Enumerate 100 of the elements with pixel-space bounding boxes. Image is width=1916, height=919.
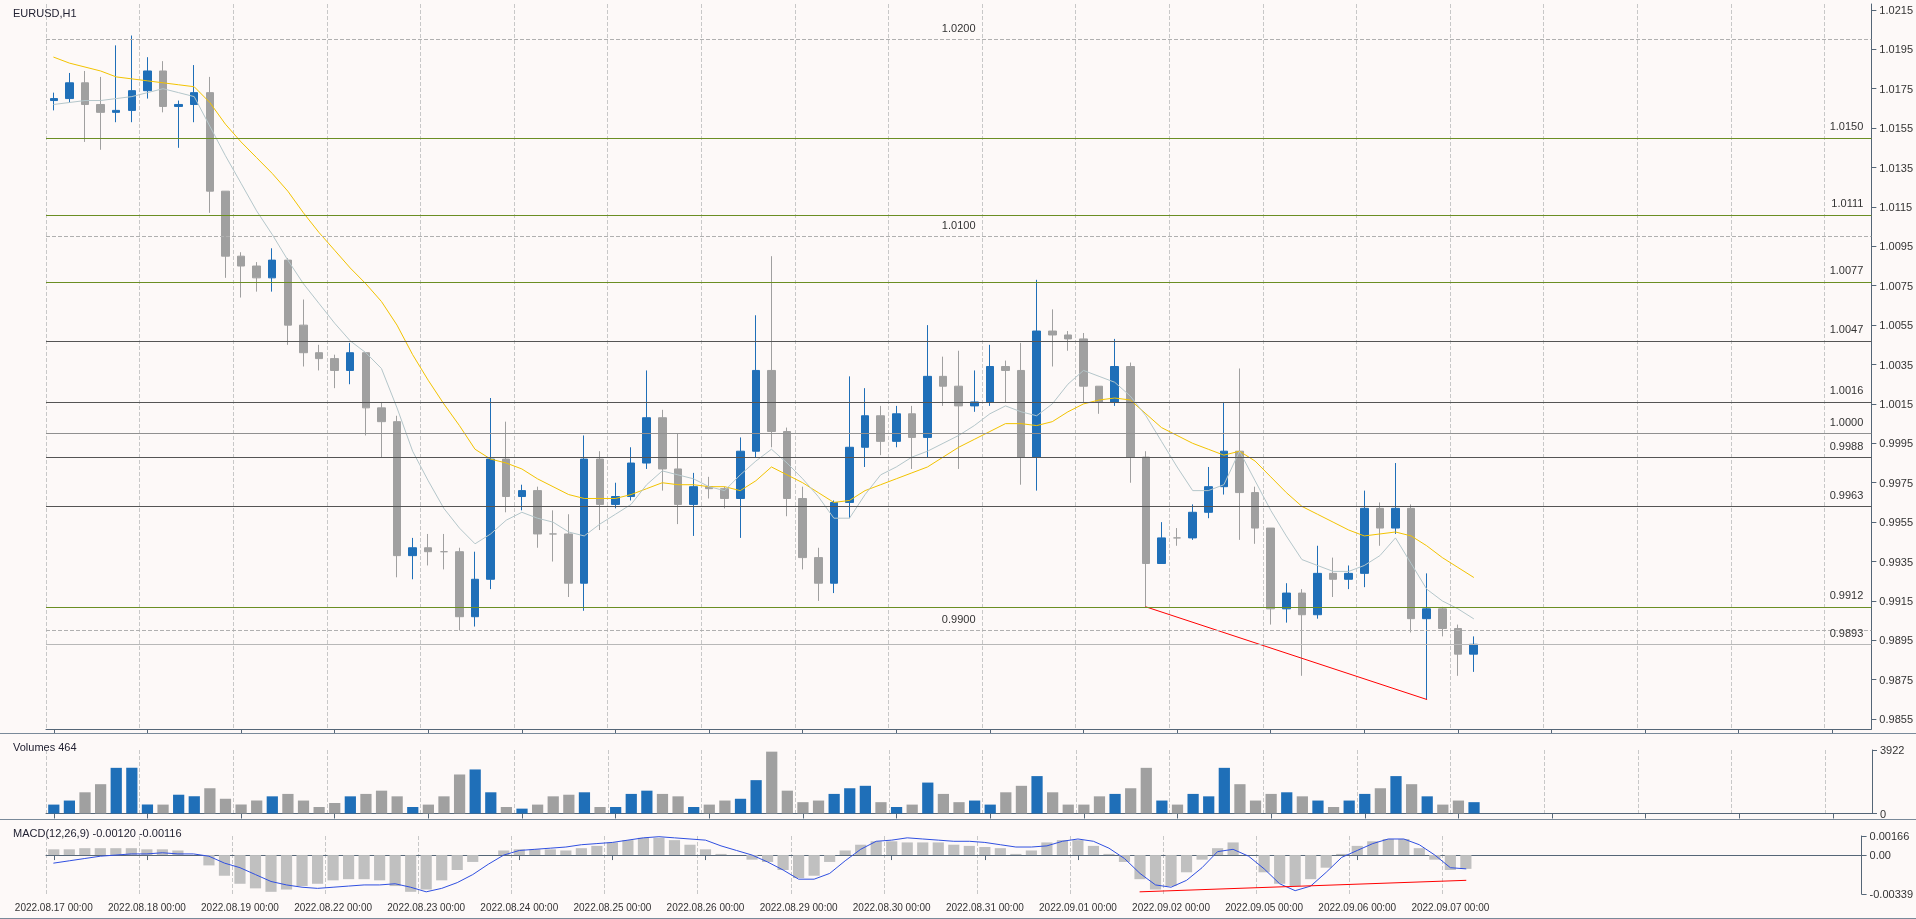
x-tick-label: 2022.08.22 00:00: [294, 901, 373, 913]
x-tick-label: 2022.08.24 00:00: [480, 901, 559, 913]
bar: [1109, 793, 1121, 814]
chart-title: MACD(12,26,9) -0.00120 -0.00116: [13, 826, 182, 839]
y-tick-label: 0.9875: [1879, 673, 1914, 686]
bar: [188, 796, 200, 814]
ref-line-label: 1.0047: [1829, 323, 1864, 336]
y-tick-label: 0.00166: [1869, 830, 1910, 842]
bar: [672, 796, 684, 814]
chart-title: Volumes 464: [13, 740, 77, 753]
candlestick: [1360, 490, 1369, 588]
bar: [859, 785, 871, 814]
bar: [1047, 792, 1059, 814]
bar: [63, 800, 76, 814]
bar: [500, 807, 513, 814]
y-tick-label: 1.0115: [1879, 200, 1913, 213]
bar: [1203, 796, 1215, 814]
candlestick: [1422, 572, 1431, 700]
bar: [812, 800, 825, 814]
candlestick: [471, 551, 479, 628]
candlestick: [299, 299, 308, 367]
candlestick: [502, 421, 510, 513]
bar: [1289, 855, 1301, 887]
candlestick: [689, 472, 698, 537]
bar: [420, 855, 432, 890]
bar: [485, 792, 497, 814]
bar: [173, 794, 185, 814]
bar: [668, 840, 681, 856]
bar: [578, 792, 591, 814]
bar: [703, 804, 715, 814]
bar: [750, 780, 762, 814]
bar: [824, 855, 836, 862]
candlestick: [112, 44, 120, 123]
x-tick-label: 2022.08.25 00:00: [573, 901, 652, 913]
bar: [953, 802, 965, 814]
candlestick: [362, 352, 370, 436]
bar: [280, 855, 293, 890]
bar: [808, 855, 820, 876]
bar: [451, 855, 463, 870]
candlestick: [1188, 503, 1197, 541]
bar: [547, 796, 559, 814]
x-tick-label: 2022.09.07 00:00: [1411, 901, 1490, 913]
bar: [1218, 767, 1230, 814]
bar: [1374, 788, 1386, 814]
bar: [1249, 800, 1262, 814]
bar: [625, 793, 637, 814]
candlestick: [1251, 486, 1259, 545]
bar: [1234, 784, 1246, 814]
bar: [1134, 855, 1146, 880]
bar: [453, 774, 466, 814]
chart-title: EURUSD,H1: [13, 6, 77, 19]
bar: [1405, 784, 1418, 814]
x-tick-label: 2022.08.29 00:00: [759, 901, 838, 913]
bar: [1359, 793, 1371, 814]
candlestick: [549, 509, 557, 563]
candlestick: [1298, 588, 1306, 677]
candlestick: [518, 484, 526, 511]
bar: [761, 855, 774, 862]
candlestick: [908, 405, 916, 470]
bar: [1382, 838, 1394, 856]
candlestick: [627, 446, 635, 501]
y-tick-label: 0.9855: [1879, 713, 1914, 726]
y-tick-label: 1.0035: [1879, 358, 1914, 371]
bar: [1327, 807, 1340, 814]
candlestick: [346, 342, 354, 385]
candlestick: [705, 476, 713, 499]
bar: [917, 842, 929, 856]
x-tick-label: 2022.09.02 00:00: [1132, 901, 1211, 913]
bar: [343, 855, 355, 880]
candlestick: [986, 344, 994, 407]
ref-line-label: 1.0150: [1829, 120, 1864, 133]
bar: [1056, 840, 1068, 856]
bar: [422, 804, 434, 814]
candlestick: [377, 401, 386, 458]
bar: [591, 845, 603, 856]
candlestick: [1438, 606, 1447, 637]
bar: [126, 767, 138, 814]
y-tick-label: 0.00: [1869, 849, 1891, 862]
ref-line-label: 1.0077: [1829, 264, 1864, 277]
ref-line-label: 1.0111: [1831, 197, 1864, 210]
bar: [906, 804, 918, 814]
bar: [963, 845, 975, 856]
bar: [375, 790, 388, 814]
ref-line-label: 0.9963: [1829, 488, 1864, 501]
bar: [594, 807, 606, 814]
bar: [1025, 850, 1037, 856]
bar: [653, 837, 665, 856]
bar: [1398, 838, 1410, 856]
bar: [467, 855, 479, 862]
bar: [296, 855, 308, 887]
bar: [1460, 855, 1472, 869]
bar: [358, 855, 370, 880]
candlestick: [237, 251, 245, 299]
bar: [1343, 800, 1355, 814]
bar: [374, 855, 386, 881]
candlestick: [1157, 521, 1166, 565]
candlestick: [1095, 385, 1103, 415]
bar: [1421, 796, 1433, 814]
candlestick: [174, 100, 183, 149]
bar: [844, 788, 856, 814]
